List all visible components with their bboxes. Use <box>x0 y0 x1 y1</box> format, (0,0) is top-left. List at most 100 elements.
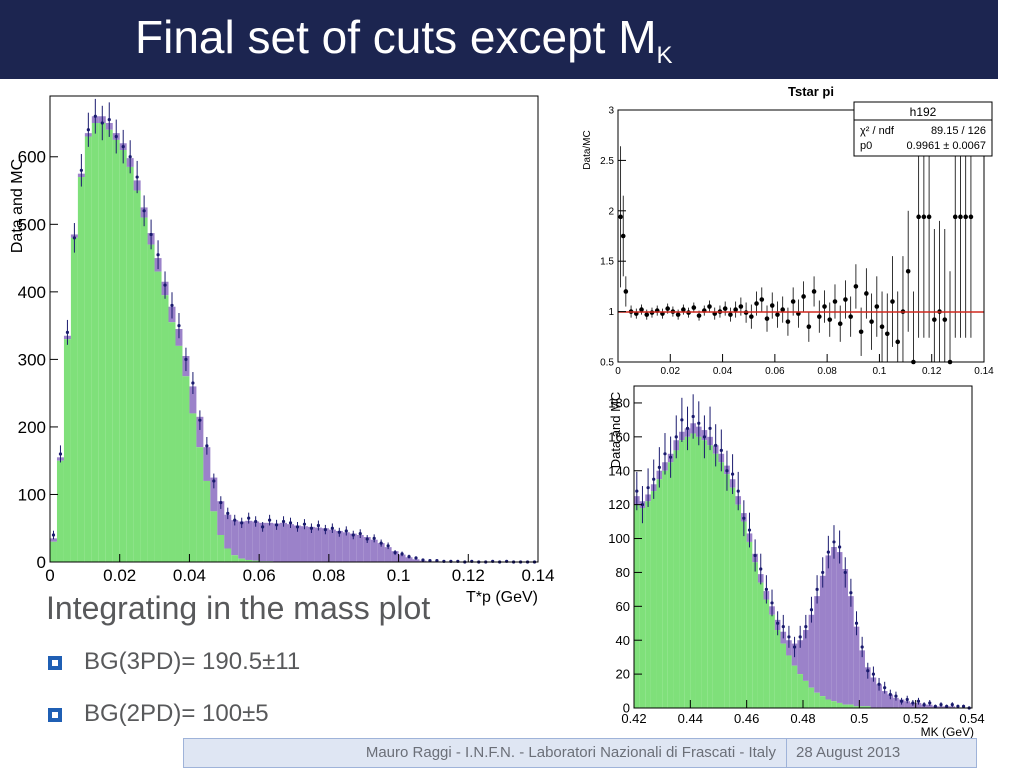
data-point <box>365 537 369 541</box>
slide-title-subscript: K <box>656 42 673 70</box>
data-point <box>261 525 265 529</box>
data-point <box>916 699 921 703</box>
mc-signal-bar <box>140 217 148 562</box>
data-point <box>205 444 209 448</box>
data-point <box>288 521 293 525</box>
y-tick-label: 100 <box>608 531 630 546</box>
y-axis-label: Data/MC <box>582 130 593 169</box>
ratio-point <box>780 307 785 312</box>
mc-signal-bar <box>808 687 815 708</box>
mc-background-bar <box>50 538 57 542</box>
data-point <box>435 559 439 563</box>
ratio-point <box>749 314 754 319</box>
data-point <box>372 536 376 540</box>
mc-background-bar <box>803 630 809 681</box>
mc-signal-bar <box>105 129 113 562</box>
mc-signal-bar <box>836 702 843 708</box>
mc-signal-bar <box>848 704 854 708</box>
data-point <box>663 452 667 456</box>
data-point <box>939 703 943 707</box>
y-tick-label: 2 <box>608 206 614 217</box>
y-tick-label: 3 <box>608 106 614 117</box>
ratio-point <box>806 324 812 330</box>
mc-signal-bar <box>786 655 792 708</box>
data-point <box>198 418 202 422</box>
mc-signal-bar <box>814 692 820 708</box>
data-point <box>219 500 223 505</box>
mc-signal-bar <box>842 704 849 708</box>
ratio-point <box>665 306 670 311</box>
stats-row-label: χ² / ndf <box>860 125 895 137</box>
ratio-point <box>644 312 650 317</box>
data-point <box>956 704 960 708</box>
mc-background-bar <box>915 702 922 708</box>
mc-background-bar <box>949 706 956 708</box>
mc-signal-bar <box>168 322 176 562</box>
x-axis-label: MK (GeV) <box>921 725 974 738</box>
data-point <box>72 236 76 240</box>
data-point <box>247 516 251 520</box>
plot-frame <box>49 95 539 563</box>
mc-signal-bar <box>639 508 646 708</box>
data-point <box>65 330 70 334</box>
mc-signal-bar <box>656 479 663 708</box>
y-tick-label: 20 <box>616 667 630 682</box>
data-point <box>156 253 160 257</box>
mc-background-bar <box>831 547 837 702</box>
data-point <box>107 118 111 122</box>
ratio-point <box>827 317 833 322</box>
mc-signal-bar <box>797 674 803 708</box>
data-point <box>163 283 167 287</box>
y-tick-label: 180 <box>608 395 630 410</box>
data-point <box>379 541 383 545</box>
mc-signal-bar <box>70 237 78 562</box>
x-tick-label: 0.48 <box>790 711 815 726</box>
data-point <box>295 525 300 529</box>
ratio-point <box>681 307 686 312</box>
data-point <box>691 414 695 419</box>
data-point <box>149 232 153 237</box>
data-point <box>911 701 915 705</box>
data-point <box>428 559 432 563</box>
ratio-point <box>858 329 864 335</box>
ratio-point <box>696 313 702 318</box>
ratio-point <box>916 214 921 220</box>
mc-background-bar <box>342 532 350 562</box>
data-point <box>393 550 397 555</box>
data-point <box>177 324 181 328</box>
y-tick-label: 1 <box>608 307 614 318</box>
mc-signal-bar <box>735 504 742 708</box>
mc-background-bar <box>328 529 336 562</box>
bullet-square-icon <box>48 708 62 722</box>
mc-background-bar <box>398 554 406 562</box>
mc-signal-bar <box>774 630 781 708</box>
data-point <box>832 540 836 544</box>
ratio-point <box>639 307 644 312</box>
data-point <box>871 672 876 676</box>
ratio-point <box>620 233 626 239</box>
ratio-point <box>618 214 623 220</box>
mc-background-bar <box>853 626 860 707</box>
mc-signal-bar <box>203 480 211 562</box>
stats-box <box>853 101 993 157</box>
ratio-point <box>801 294 806 299</box>
mc-background-bar <box>842 569 849 705</box>
ratio-point <box>837 321 843 326</box>
plot-frame <box>617 109 985 363</box>
mc-background-bar <box>887 694 894 708</box>
mc-background-bar <box>848 596 854 705</box>
mc-background-bar <box>412 559 420 562</box>
data-point <box>330 526 334 530</box>
data-mc-ratio-plot: Tstar pi 0 0.02 0.04 0.06 0.08 0.1 0.12 0.14 0.5 1… <box>570 80 998 378</box>
mc-signal-bar <box>701 440 708 708</box>
mc-signal-bar <box>673 450 680 708</box>
ratio-point <box>738 304 744 309</box>
data-point <box>770 601 774 605</box>
mc-signal-bar <box>769 614 775 708</box>
data-point <box>905 697 909 702</box>
mc-signal-bar <box>712 453 719 708</box>
ratio-point <box>811 289 817 294</box>
mc-background-bar <box>189 386 197 414</box>
mc-background-bar <box>363 537 371 562</box>
data-point <box>697 421 701 425</box>
